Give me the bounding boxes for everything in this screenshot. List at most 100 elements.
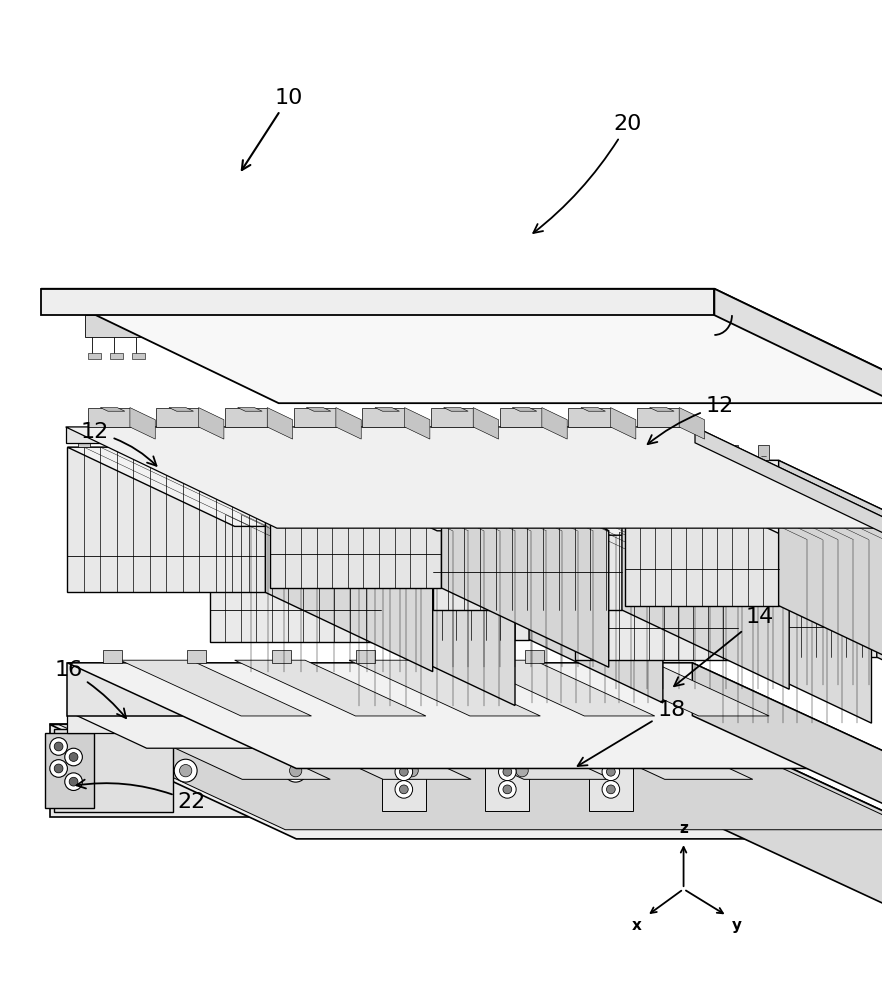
Polygon shape [589, 759, 633, 811]
Polygon shape [215, 353, 229, 359]
Polygon shape [679, 408, 705, 439]
Polygon shape [49, 724, 883, 839]
Polygon shape [297, 315, 362, 337]
Polygon shape [877, 538, 883, 720]
Polygon shape [532, 353, 546, 359]
Circle shape [49, 738, 67, 755]
Polygon shape [281, 436, 293, 452]
Polygon shape [65, 427, 883, 528]
Polygon shape [45, 733, 94, 808]
Circle shape [69, 777, 78, 786]
Circle shape [399, 785, 408, 794]
Polygon shape [257, 315, 299, 358]
Polygon shape [660, 353, 673, 359]
Polygon shape [238, 353, 251, 359]
Polygon shape [426, 353, 440, 359]
Polygon shape [740, 538, 883, 602]
Polygon shape [49, 724, 697, 817]
Polygon shape [67, 711, 419, 748]
Polygon shape [419, 436, 430, 452]
Polygon shape [610, 408, 636, 439]
Polygon shape [349, 660, 540, 716]
Circle shape [406, 765, 419, 777]
Polygon shape [238, 408, 262, 411]
Text: 16: 16 [54, 660, 126, 718]
Polygon shape [315, 436, 328, 452]
Polygon shape [144, 431, 155, 447]
Polygon shape [270, 452, 608, 531]
Polygon shape [235, 660, 426, 716]
Polygon shape [65, 427, 695, 443]
Circle shape [69, 753, 78, 761]
Polygon shape [272, 650, 291, 663]
Text: z: z [679, 821, 688, 836]
Circle shape [290, 765, 302, 777]
Circle shape [602, 781, 620, 798]
Polygon shape [225, 408, 268, 427]
Polygon shape [41, 289, 714, 315]
Polygon shape [473, 408, 499, 439]
Polygon shape [692, 663, 883, 821]
Circle shape [503, 767, 512, 776]
Polygon shape [468, 315, 510, 358]
Polygon shape [381, 515, 515, 706]
Polygon shape [615, 353, 629, 359]
Polygon shape [67, 447, 433, 526]
Polygon shape [555, 353, 568, 359]
Circle shape [499, 763, 517, 781]
Polygon shape [243, 431, 254, 447]
Polygon shape [510, 353, 524, 359]
Polygon shape [187, 650, 207, 663]
Polygon shape [270, 452, 442, 588]
Polygon shape [111, 431, 123, 447]
Polygon shape [542, 408, 567, 439]
Polygon shape [120, 660, 312, 716]
Polygon shape [85, 315, 151, 337]
Polygon shape [336, 408, 361, 439]
Circle shape [607, 785, 615, 794]
Polygon shape [714, 289, 883, 430]
Polygon shape [402, 723, 612, 779]
Polygon shape [209, 515, 381, 642]
Polygon shape [635, 445, 645, 460]
Polygon shape [130, 408, 155, 439]
Polygon shape [650, 408, 674, 411]
Polygon shape [87, 353, 101, 359]
Polygon shape [177, 431, 189, 447]
Polygon shape [156, 408, 199, 427]
Polygon shape [779, 460, 883, 685]
Polygon shape [696, 445, 707, 460]
Polygon shape [404, 353, 418, 359]
Polygon shape [120, 723, 330, 779]
Polygon shape [151, 315, 193, 358]
Polygon shape [191, 315, 257, 337]
Polygon shape [609, 650, 629, 663]
Polygon shape [443, 408, 468, 411]
Polygon shape [474, 440, 486, 456]
Text: 12: 12 [80, 422, 156, 466]
Polygon shape [613, 315, 679, 337]
Circle shape [54, 764, 63, 773]
Polygon shape [638, 353, 651, 359]
Polygon shape [58, 724, 883, 830]
Polygon shape [624, 460, 883, 540]
Polygon shape [193, 353, 207, 359]
Polygon shape [500, 408, 542, 427]
Circle shape [174, 759, 197, 782]
Polygon shape [169, 408, 193, 411]
Text: y: y [732, 918, 742, 933]
Text: x: x [632, 918, 642, 933]
Circle shape [510, 759, 533, 782]
Polygon shape [543, 723, 752, 779]
Polygon shape [404, 408, 430, 439]
Polygon shape [261, 723, 471, 779]
Polygon shape [67, 663, 692, 716]
Text: 12: 12 [647, 396, 734, 444]
Polygon shape [294, 408, 336, 427]
Polygon shape [637, 408, 679, 427]
Polygon shape [350, 436, 362, 452]
Polygon shape [727, 445, 738, 460]
Polygon shape [41, 289, 883, 403]
Polygon shape [54, 729, 173, 812]
Polygon shape [464, 660, 655, 716]
